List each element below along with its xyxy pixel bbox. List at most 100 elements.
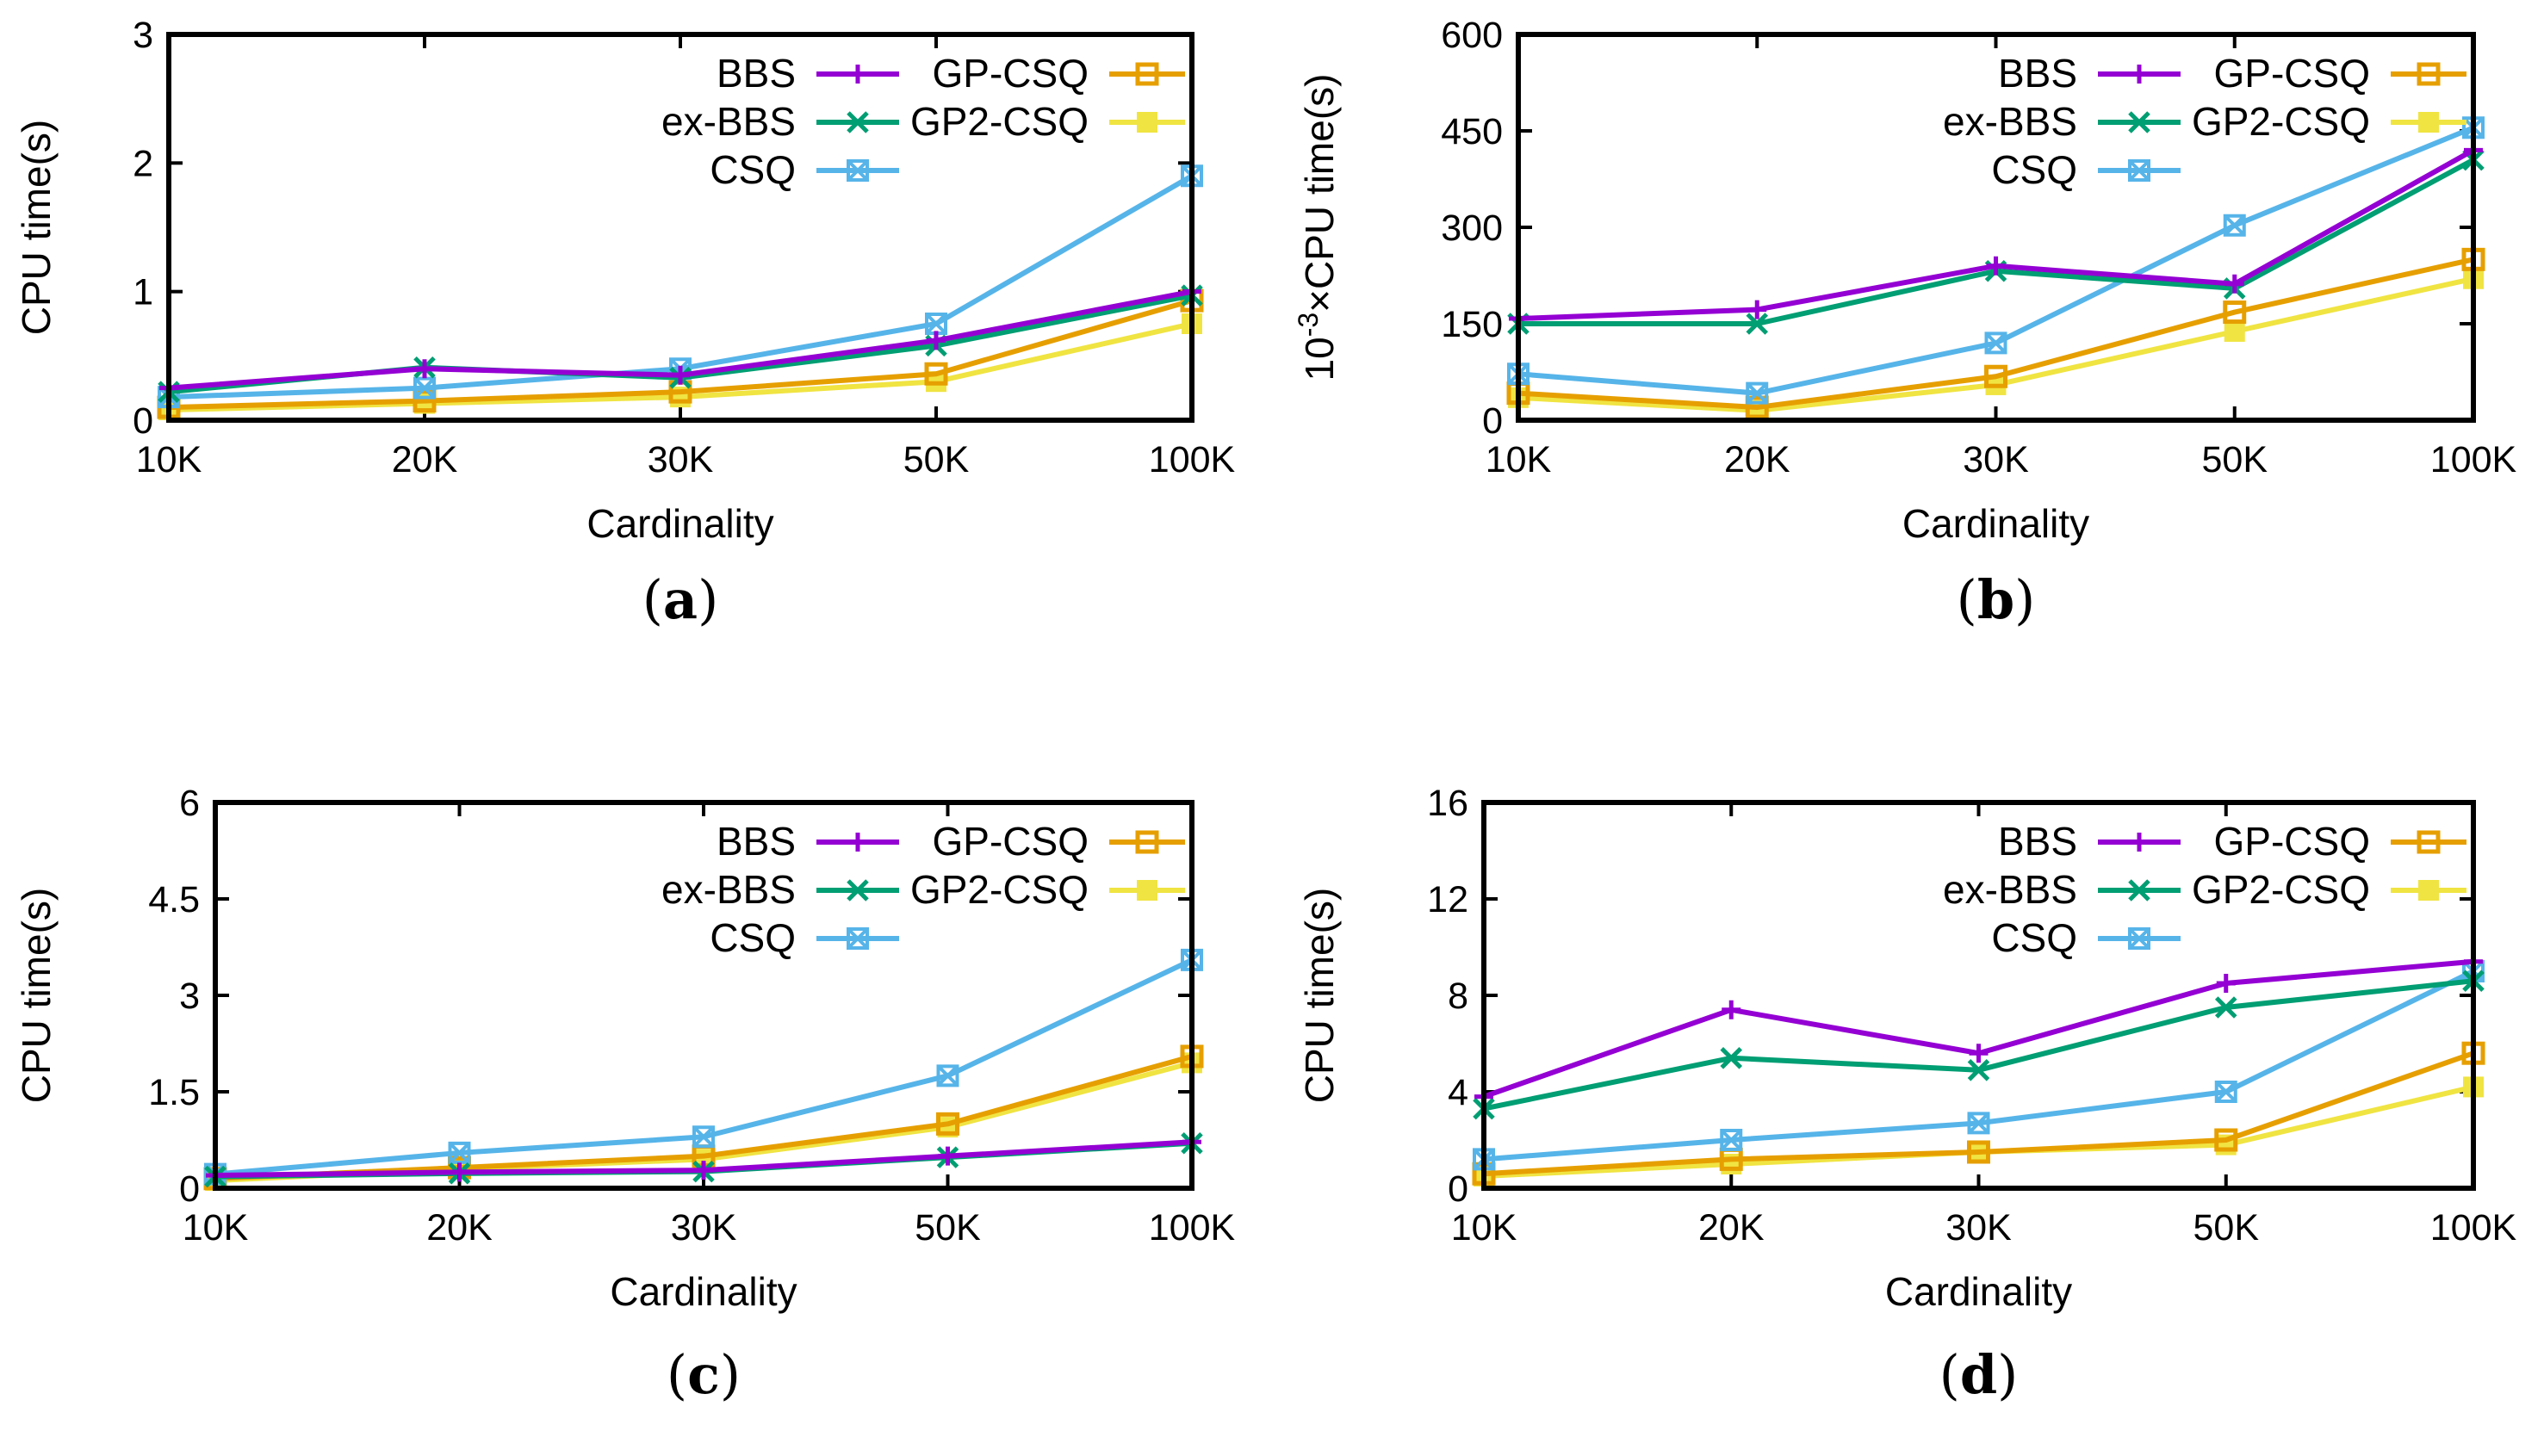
- data-point: [1986, 256, 2006, 276]
- x-axis-label: Cardinality: [610, 1269, 797, 1314]
- legend-marker: [847, 927, 869, 950]
- series-bbs: [1474, 951, 2483, 1106]
- y-tick-label: 600: [1441, 15, 1503, 56]
- y-tick-label: 1.5: [148, 1072, 200, 1113]
- x-tick-label: 50K: [2201, 439, 2268, 480]
- panel-caption: (a): [642, 568, 719, 631]
- data-point: [936, 1064, 959, 1087]
- legend-marker: [2128, 159, 2150, 182]
- y-tick-label: 16: [1427, 783, 1468, 824]
- legend-label-bbs: BBS: [717, 819, 796, 864]
- data-point: [1967, 1112, 1990, 1135]
- legend-label-ex-bbs: ex-BBS: [661, 867, 796, 912]
- legend-label-ex-bbs: ex-BBS: [661, 99, 796, 144]
- y-tick-label: 0: [1448, 1168, 1468, 1210]
- legend-label-gp2-csq: GP2-CSQ: [2192, 99, 2370, 144]
- legend-label-ex-bbs: ex-BBS: [1943, 99, 2077, 144]
- data-point: [1967, 1140, 1990, 1164]
- x-axis-label: Cardinality: [586, 501, 773, 546]
- x-tick-label: 50K: [903, 439, 970, 480]
- x-tick-label: 20K: [426, 1207, 493, 1248]
- x-tick-label: 30K: [671, 1207, 737, 1248]
- data-point: [2224, 274, 2244, 294]
- data-point: [1967, 1059, 1990, 1081]
- data-point: [1984, 364, 2007, 388]
- data-point: [1722, 1000, 1741, 1019]
- legend-marker: [2128, 927, 2150, 950]
- x-tick-label: 20K: [392, 439, 458, 480]
- y-tick-label: 8: [1448, 976, 1468, 1017]
- x-tick-label: 20K: [1724, 439, 1790, 480]
- data-point: [694, 1161, 713, 1180]
- data-point: [2214, 996, 2237, 1019]
- legend-marker: [2418, 880, 2439, 901]
- y-tick-label: 12: [1427, 879, 1468, 920]
- chart-d: 0 4 8 12 16 10K 20K 30K 50K 100K Cardinality CPU ti…: [1297, 783, 2517, 1406]
- x-tick-label: 100K: [2430, 1207, 2517, 1248]
- legend-marker: [2130, 65, 2149, 84]
- legend-marker: [1137, 112, 1157, 133]
- x-tick-label: 10K: [136, 439, 202, 480]
- y-tick-label: 450: [1441, 111, 1503, 152]
- legend-label-bbs: BBS: [1998, 819, 2077, 864]
- data-point: [1720, 1047, 1743, 1069]
- legend-marker: [1135, 62, 1159, 86]
- y-axis-label: CPU time(s): [1297, 888, 1342, 1103]
- x-tick-label: 10K: [1486, 439, 1552, 480]
- legend-marker: [847, 159, 869, 182]
- panel-caption: (b): [1957, 568, 2036, 631]
- y-tick-label: 150: [1441, 304, 1503, 345]
- y-tick-label: 4.5: [148, 879, 200, 920]
- series-line: [1517, 257, 2474, 411]
- data-point: [692, 1125, 715, 1149]
- legend-label-csq: CSQ: [1991, 147, 2077, 192]
- x-tick-label: 20K: [1698, 1207, 1765, 1248]
- panels: 0 12 3 10K 20K 30K 50K 100K Cardinality CPU time(…: [14, 15, 2517, 1406]
- x-tick-label: 30K: [1963, 439, 2029, 480]
- legend-marker: [2417, 62, 2441, 86]
- data-point: [413, 389, 437, 413]
- legend-marker: [2128, 111, 2150, 133]
- legend-marker: [848, 833, 867, 852]
- x-tick-label: 10K: [1451, 1207, 1517, 1248]
- y-tick-label: 0: [133, 400, 153, 442]
- x-axis-label: Cardinality: [1885, 1269, 2072, 1314]
- x-tick-label: 30K: [648, 439, 714, 480]
- data-point: [2223, 214, 2246, 237]
- y-tick-label: 6: [179, 783, 200, 824]
- legend-marker: [2418, 112, 2439, 133]
- y-axis-label: CPU time(s): [14, 888, 59, 1103]
- data-point: [413, 376, 436, 400]
- legend-marker: [848, 65, 867, 84]
- data-point: [1720, 1129, 1743, 1151]
- y-tick-label: 3: [133, 15, 153, 56]
- data-point: [2224, 320, 2245, 342]
- plot-frame: [1481, 800, 2476, 1191]
- series-line: [168, 298, 1193, 411]
- plot-frame: [213, 800, 1194, 1191]
- x-tick-label: 100K: [1149, 439, 1236, 480]
- data-point: [927, 331, 946, 350]
- series-line: [1483, 1050, 2474, 1177]
- chart-c: 0 1.5 3 4.5 6 10K 20K 30K 50K 100K Cardinality CPU …: [14, 783, 1236, 1406]
- legend-label-csq: CSQ: [1991, 915, 2077, 960]
- y-axis-label: 10-3×CPU time(s): [1293, 74, 1342, 381]
- series-csq: [1473, 960, 2485, 1171]
- legend-label-gp-csq: GP-CSQ: [933, 51, 1089, 96]
- y-axis-label: CPU time(s): [14, 120, 59, 335]
- legend-label-gp2-csq: GP2-CSQ: [910, 867, 1089, 912]
- data-point: [924, 362, 948, 386]
- data-point: [1747, 300, 1767, 319]
- chart-a: 0 1 2 3 10K 20K 30K 50K 100K Cardinality CPU time(…: [14, 15, 1236, 631]
- y-tick-label: 4: [1448, 1072, 1468, 1113]
- legend-label-gp2-csq: GP2-CSQ: [910, 99, 1089, 144]
- data-point: [448, 1141, 471, 1164]
- legend-marker: [2130, 833, 2149, 852]
- legend-label-csq: CSQ: [710, 915, 796, 960]
- plot-frame: [1516, 32, 2476, 423]
- y-tick-label: 0: [179, 1168, 200, 1210]
- series-line: [168, 173, 1194, 400]
